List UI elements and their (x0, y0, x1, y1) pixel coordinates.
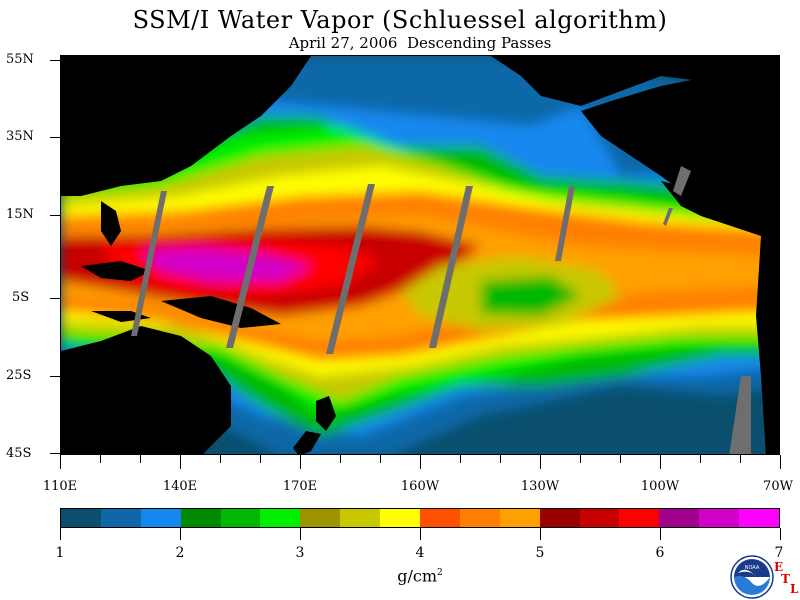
vapor-band-magenta (141, 248, 311, 281)
colorbar-tick (420, 528, 421, 540)
units-label: g/cm2 (0, 564, 800, 585)
lon-major-tick (540, 455, 541, 469)
lat-tick (50, 137, 60, 138)
lon-minor-tick (220, 455, 221, 463)
units-text: g/cm (397, 566, 438, 586)
colorbar-segment (539, 509, 580, 527)
lon-minor-tick (460, 455, 461, 463)
colorbar-segment (300, 509, 341, 527)
lon-minor-tick (500, 455, 501, 463)
colorbar-label: 3 (295, 545, 305, 561)
colorbar-label: 7 (774, 545, 784, 561)
lon-minor-tick (100, 455, 101, 463)
lon-major-tick (420, 455, 421, 469)
svg-text:NOAA: NOAA (745, 565, 760, 571)
colorbar-segment (699, 509, 740, 527)
colorbar-segment (220, 509, 261, 527)
colorbar-label: 1 (55, 545, 65, 561)
colorbar-segment (659, 509, 700, 527)
colorbar-tick (60, 528, 61, 540)
lat-tick (50, 298, 60, 299)
lon-minor-tick (740, 455, 741, 463)
colorbar-segment (619, 509, 660, 527)
dry-tongue-green (481, 276, 581, 316)
colorbar-segment (180, 509, 221, 527)
lon-label-70w: 70W (763, 479, 793, 494)
map-image (61, 56, 779, 454)
colorbar-segment (340, 509, 381, 527)
noaa-logo: NOAA (730, 555, 774, 599)
colorbar-label: 6 (655, 545, 665, 561)
etl-letter-t: T (781, 572, 790, 586)
colorbar-segment (420, 509, 460, 527)
lon-minor-tick (340, 455, 341, 463)
colorbar-segment (739, 509, 780, 527)
lon-minor-tick (620, 455, 621, 463)
colorbar-tick (660, 528, 661, 540)
colorbar-segment (100, 509, 141, 527)
lon-major-tick (300, 455, 301, 469)
lon-minor-tick (260, 455, 261, 463)
map-title: SSM/I Water Vapor (Schluessel algorithm) (132, 6, 668, 34)
lon-label-170e: 170E (282, 479, 318, 494)
lat-tick (50, 215, 60, 216)
colorbar-tick (540, 528, 541, 540)
lon-major-tick (780, 455, 781, 469)
colorbar-label: 2 (175, 545, 185, 561)
etl-letter-e: E (774, 560, 784, 574)
colorbar-segment (260, 509, 301, 527)
lat-label-5s: 5S (12, 290, 30, 305)
colorbar-segment (499, 509, 540, 527)
lon-label-140e: 140E (162, 479, 198, 494)
map-subtitle: April 27, 2006 Descending Passes (288, 34, 552, 52)
lon-minor-tick (140, 455, 141, 463)
lon-major-tick (660, 455, 661, 469)
colorbar-tick (180, 528, 181, 540)
lon-minor-tick (700, 455, 701, 463)
colorbar (60, 508, 780, 528)
lon-minor-tick (380, 455, 381, 463)
lon-label-160w: 160W (400, 479, 440, 494)
colorbar-segment (140, 509, 181, 527)
lon-label-110e: 110E (42, 479, 78, 494)
lat-label-25s: 25S (6, 368, 32, 383)
lon-major-tick (180, 455, 181, 469)
colorbar-label: 5 (535, 545, 545, 561)
swath-gaps (131, 166, 751, 454)
colorbar-tick (300, 528, 301, 540)
lat-label-55n: 55N (6, 52, 34, 67)
water-vapor-map (60, 55, 780, 455)
lat-tick (50, 453, 60, 454)
lat-tick (50, 376, 60, 377)
lat-label-45s: 45S (6, 446, 32, 461)
lat-tick (50, 60, 60, 61)
colorbar-tick (780, 528, 781, 540)
colorbar-segment (380, 509, 421, 527)
lat-label-15n: 15N (6, 207, 34, 222)
etl-letter-l: L (790, 582, 799, 596)
lon-label-100w: 100W (640, 479, 680, 494)
lon-label-130w: 130W (520, 479, 560, 494)
lon-minor-tick (580, 455, 581, 463)
colorbar-segment (579, 509, 620, 527)
lon-major-tick (60, 455, 61, 469)
units-superscript: 2 (437, 568, 443, 578)
colorbar-segment (459, 509, 500, 527)
colorbar-segment (61, 509, 101, 527)
colorbar-label: 4 (415, 545, 425, 561)
land-masses (61, 56, 779, 454)
lat-label-35n: 35N (6, 129, 34, 144)
